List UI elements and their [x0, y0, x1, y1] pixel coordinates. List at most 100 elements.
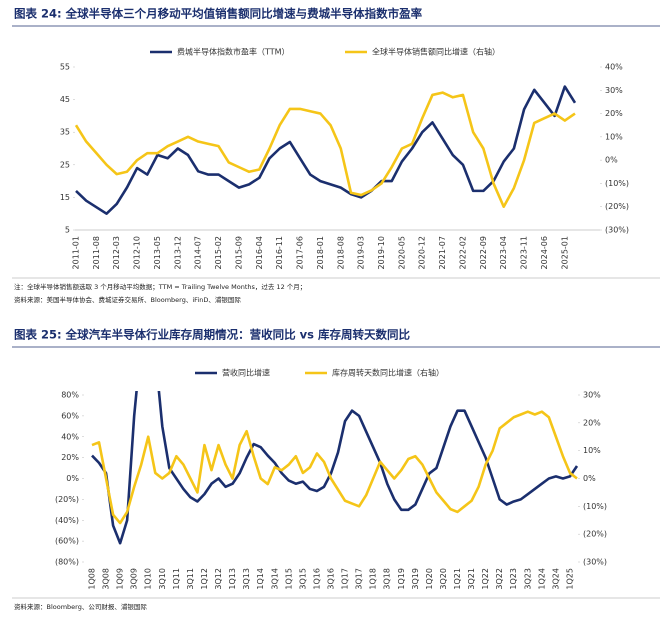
y-tick-label: (20%) — [55, 495, 79, 504]
series-line — [75, 85, 577, 215]
x-tick-label: 2023-04 — [499, 236, 508, 269]
legend-label: 全球半导体销售额同比增速（右轴） — [372, 47, 500, 57]
x-tick-label: 2011-08 — [92, 236, 101, 269]
series-line — [91, 391, 579, 545]
x-tick-label: 2013-05 — [153, 236, 162, 269]
x-tick-label: 1Q22 — [481, 568, 490, 590]
x-tick-label: 1Q17 — [341, 568, 350, 590]
x-tick-label: 3Q13 — [242, 568, 251, 590]
x-tick-label: 3Q17 — [355, 568, 364, 590]
x-tick-label: 3Q16 — [326, 568, 335, 590]
x-tick-label: 2021-07 — [438, 236, 447, 269]
y2-tick-label: (10%) — [583, 502, 607, 511]
y2-tick-label: 40% — [605, 63, 623, 72]
y2-tick-label: 0% — [605, 156, 618, 165]
y2-tick-label: (10%) — [605, 179, 629, 188]
y-tick-label: (80%) — [55, 558, 79, 567]
x-tick-label: 2022-09 — [479, 236, 488, 269]
y2-tick-label: 20% — [605, 109, 623, 118]
x-tick-label: 3Q21 — [467, 568, 476, 590]
x-tick-label: 2015-02 — [214, 236, 223, 269]
x-tick-label: 3Q12 — [214, 568, 223, 590]
x-tick-label: 3Q24 — [551, 568, 560, 590]
y2-tick-label: (30%) — [605, 226, 629, 235]
y2-tick-label: 0% — [583, 474, 596, 483]
x-tick-label: 2012-03 — [112, 236, 121, 269]
series-line — [74, 91, 576, 209]
y-tick-label: 20% — [61, 453, 79, 462]
legend-label: 费城半导体指数市盈率（TTM） — [177, 47, 290, 57]
y2-tick-label: (30%) — [583, 558, 607, 567]
x-tick-label: 2013-12 — [173, 236, 182, 269]
x-tick-label: 3Q18 — [383, 568, 392, 590]
x-tick-label: 2011-01 — [72, 236, 81, 269]
y-tick-label: (60%) — [55, 537, 79, 546]
x-tick-label: 2018-08 — [336, 236, 345, 269]
y-tick-label: 25 — [60, 160, 70, 169]
x-tick-label: 2012-10 — [133, 236, 142, 269]
x-tick-label: 1Q13 — [228, 568, 237, 590]
x-tick-label: 2016-04 — [255, 236, 264, 269]
x-tick-label: 2022-02 — [458, 236, 467, 269]
x-tick-label: 1Q08 — [88, 568, 97, 590]
y2-tick-label: (20%) — [605, 202, 629, 211]
chart-title: 图表 24: 全球半导体三个月移动平均值销售额同比增速与费城半导体指数市盈率 — [14, 7, 423, 21]
x-tick-label: 1Q24 — [537, 568, 546, 590]
x-tick-label: 2016-11 — [275, 236, 284, 269]
x-tick-label: 1Q11 — [172, 568, 181, 590]
y-tick-label: 0% — [66, 474, 79, 483]
y2-tick-label: 30% — [605, 86, 623, 95]
source: 资料来源：美国半导体协会、费城证券交易所、Bloomberg、iFinD、浦银国… — [14, 295, 241, 304]
y-tick-label: 35 — [60, 128, 70, 137]
legend-label: 营收同比增速 — [222, 368, 270, 378]
x-tick-label: 2015-09 — [234, 236, 243, 269]
y-tick-label: 40% — [61, 432, 79, 441]
x-tick-label: 2020-12 — [418, 236, 427, 269]
y-tick-label: (40%) — [55, 516, 79, 525]
x-tick-label: 2019-03 — [357, 236, 366, 269]
x-tick-label: 1Q25 — [565, 568, 574, 590]
y-tick-label: 60% — [61, 411, 79, 420]
x-tick-label: 1Q21 — [453, 568, 462, 590]
x-tick-label: 2023-11 — [520, 236, 529, 269]
x-tick-label: 2020-05 — [397, 236, 406, 269]
x-tick-label: 3Q19 — [411, 568, 420, 590]
chart-title: 图表 25: 全球汽车半导体行业库存周期情况：营收同比 vs 库存周转天数同比 — [14, 328, 410, 342]
y2-tick-label: 20% — [583, 418, 601, 427]
x-tick-label: 1Q15 — [284, 568, 293, 590]
y-tick-label: 45 — [60, 95, 70, 104]
x-tick-label: 3Q23 — [523, 568, 532, 590]
y-tick-label: 55 — [60, 63, 70, 72]
x-tick-label: 2014-07 — [194, 236, 203, 269]
x-tick-label: 1Q12 — [200, 568, 209, 590]
y-tick-label: 80% — [61, 391, 79, 400]
x-tick-label: 3Q20 — [439, 568, 448, 590]
x-tick-label: 1Q09 — [116, 568, 125, 590]
x-tick-label: 2019-10 — [377, 236, 386, 269]
x-tick-label: 3Q15 — [298, 568, 307, 590]
x-tick-label: 2017-06 — [296, 236, 305, 269]
x-tick-label: 3Q09 — [130, 568, 139, 590]
x-tick-label: 2018-01 — [316, 236, 325, 269]
series-line — [91, 410, 578, 525]
source: 资料来源：Bloomberg、公司财报、浦银国际 — [14, 602, 147, 611]
x-tick-label: 2024-06 — [540, 236, 549, 269]
x-tick-label: 1Q23 — [509, 568, 518, 590]
x-tick-label: 3Q10 — [158, 568, 167, 590]
y2-tick-label: 10% — [583, 446, 601, 455]
x-tick-label: 3Q14 — [270, 568, 279, 590]
y2-tick-label: 10% — [605, 132, 623, 141]
x-tick-label: 1Q20 — [425, 568, 434, 590]
note: 注：全球半导体销售额选取 3 个月移动平均数据；TTM = Trailing T… — [14, 282, 306, 291]
y2-tick-label: (20%) — [583, 530, 607, 539]
x-tick-label: 3Q22 — [495, 568, 504, 590]
x-tick-label: 1Q10 — [144, 568, 153, 590]
x-tick-label: 1Q14 — [256, 568, 265, 590]
x-tick-label: 1Q19 — [397, 568, 406, 590]
x-tick-label: 1Q18 — [369, 568, 378, 590]
y-tick-label: 15 — [60, 193, 70, 202]
y-tick-label: 5 — [65, 226, 70, 235]
x-tick-label: 3Q11 — [186, 568, 195, 590]
x-tick-label: 1Q16 — [312, 568, 321, 590]
